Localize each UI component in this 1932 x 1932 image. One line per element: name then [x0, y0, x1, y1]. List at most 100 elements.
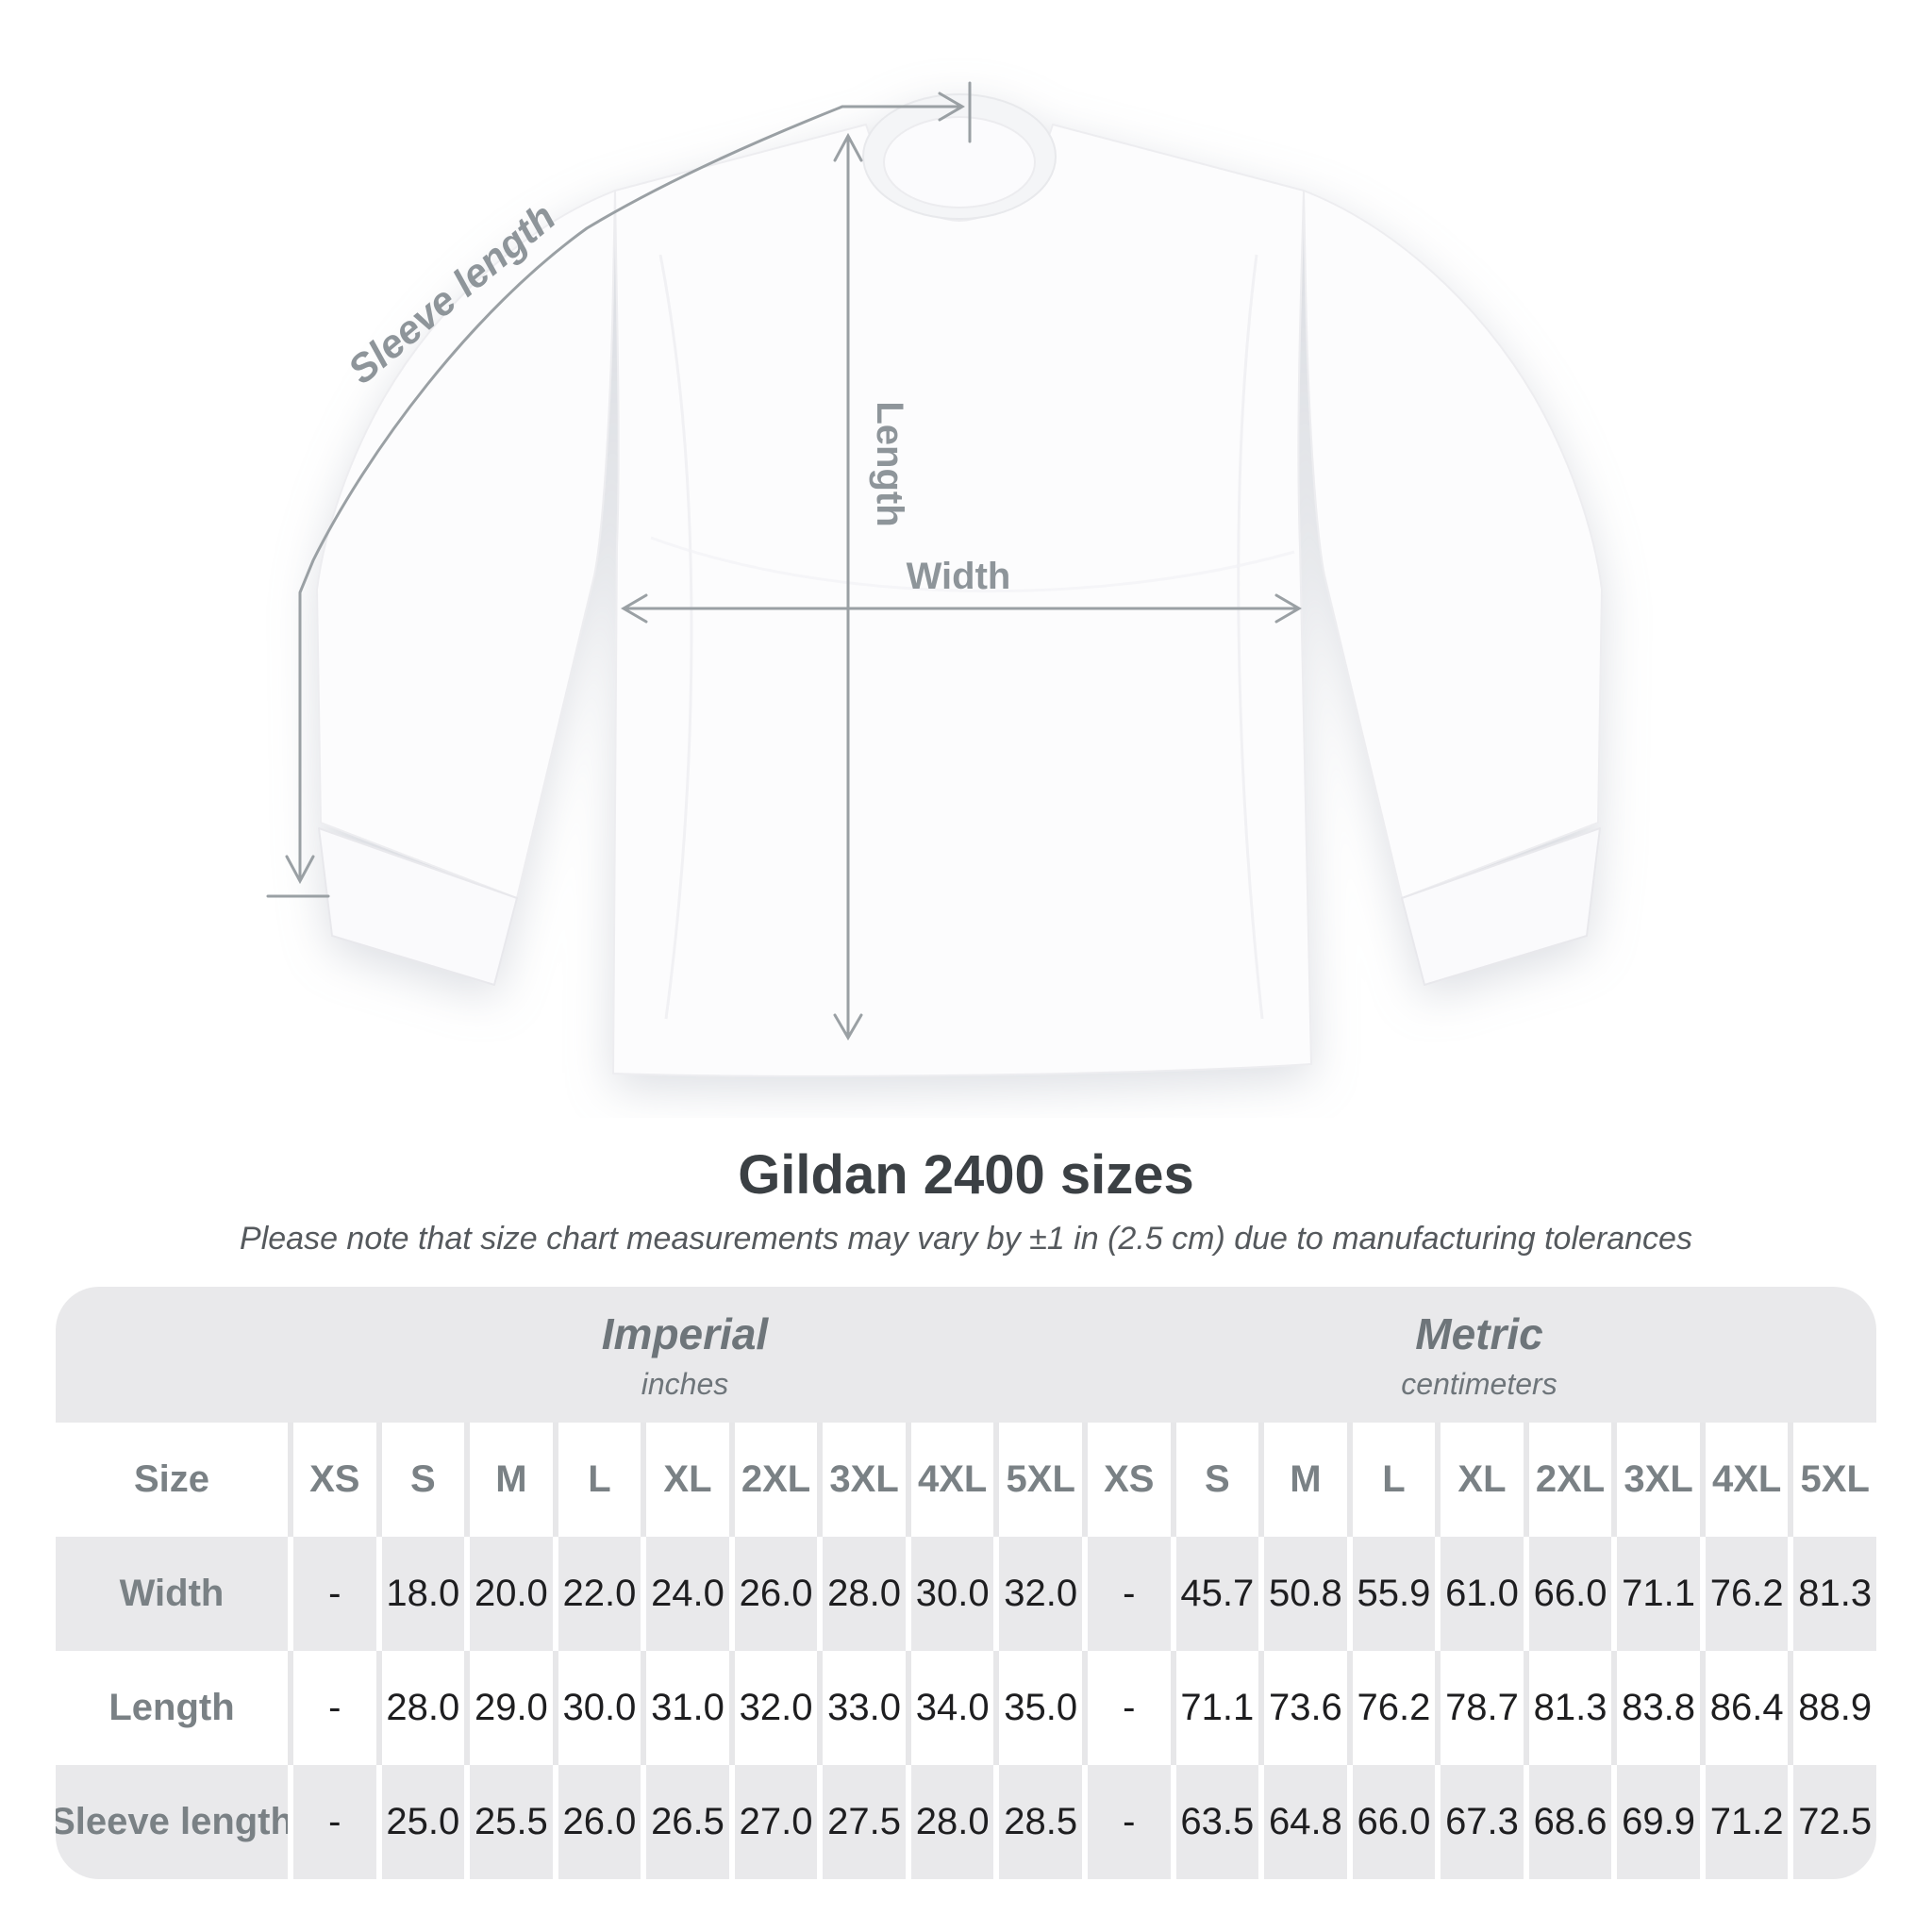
measurement-annotations	[266, 81, 1302, 1041]
imperial-sublabel: inches	[641, 1366, 729, 1401]
arrowhead-right-icon	[1274, 593, 1302, 624]
size-column-header: 3XL	[817, 1423, 906, 1537]
size-column-header: 5XL	[1788, 1423, 1876, 1537]
size-column-header: M	[464, 1423, 553, 1537]
measurement-cell: -	[288, 1537, 376, 1651]
measurement-cell: 88.9	[1788, 1651, 1876, 1765]
measurement-cell: 50.8	[1258, 1537, 1347, 1651]
arrowhead-right-icon	[938, 92, 965, 122]
shirt-measurement-diagram: Sleeve length Length Width	[266, 81, 1603, 1077]
size-column-header: 3XL	[1611, 1423, 1700, 1537]
sleeve-length-line-diagonal	[298, 105, 844, 879]
metric-sublabel: centimeters	[1401, 1366, 1557, 1401]
measurement-cell: 31.0	[641, 1651, 729, 1765]
measurement-cell: 33.0	[817, 1651, 906, 1765]
measurement-cell: -	[288, 1765, 376, 1879]
measurement-cell: 78.7	[1435, 1651, 1524, 1765]
measurement-cell: 28.5	[993, 1765, 1082, 1879]
measurement-cell: 55.9	[1346, 1537, 1436, 1651]
size-column-header: 4XL	[1699, 1423, 1789, 1537]
measurement-cell: 81.3	[1788, 1537, 1876, 1651]
measurement-cell: 26.0	[728, 1537, 818, 1651]
measurement-cell: 72.5	[1788, 1765, 1876, 1879]
measurement-cell: 26.5	[641, 1765, 729, 1879]
measurement-cell: 83.8	[1611, 1651, 1700, 1765]
measurement-cell: 73.6	[1258, 1651, 1347, 1765]
measurement-cell: -	[1082, 1765, 1171, 1879]
size-column-header: XS	[288, 1423, 376, 1537]
shirt-crease	[1237, 254, 1264, 1020]
measurement-cell: 86.4	[1699, 1651, 1789, 1765]
measurement-cell: 32.0	[728, 1651, 818, 1765]
imperial-group-header: Imperial inches	[288, 1287, 1082, 1423]
size-column-header: XS	[1082, 1423, 1171, 1537]
shirt-crease	[650, 536, 1295, 592]
size-column-header: 5XL	[993, 1423, 1082, 1537]
measurement-row-label: Length	[108, 1687, 235, 1728]
metric-group-header: Metric centimeters	[1082, 1287, 1876, 1423]
size-column-header: S	[375, 1423, 465, 1537]
measurement-cell: 68.6	[1523, 1765, 1612, 1879]
measurement-cell: 71.1	[1170, 1651, 1259, 1765]
measurement-cell: 81.3	[1523, 1651, 1612, 1765]
band-corner-spacer	[56, 1287, 288, 1423]
shirt-right-sleeve	[1303, 190, 1603, 899]
arrowhead-down-icon	[833, 1013, 863, 1041]
measurement-cell: 66.0	[1523, 1537, 1612, 1651]
measurement-cell: 28.0	[817, 1537, 906, 1651]
measurement-cell: 71.1	[1611, 1537, 1700, 1651]
shirt-collar-inner	[883, 116, 1036, 208]
measurement-row: Length -28.0 29.0 30.0 31.0 32.0 33.0 34.0 35.0-…	[56, 1651, 1876, 1765]
arrowhead-up-icon	[833, 132, 863, 162]
measurement-cell: 76.2	[1346, 1651, 1436, 1765]
measurement-cell: 30.0	[552, 1651, 641, 1765]
measurement-cell: 27.0	[728, 1765, 818, 1879]
measurement-cell: 66.0	[1346, 1765, 1436, 1879]
measurement-cell: 30.0	[905, 1537, 994, 1651]
size-column-header: L	[552, 1423, 641, 1537]
measurement-cell: 35.0	[993, 1651, 1082, 1765]
size-column-header: 4XL	[905, 1423, 994, 1537]
size-column-header: L	[1346, 1423, 1436, 1537]
measurement-cell: 29.0	[464, 1651, 553, 1765]
measurement-row-label: Width	[119, 1573, 225, 1614]
measurement-cell: 26.0	[552, 1765, 641, 1879]
measurement-cell: 32.0	[993, 1537, 1082, 1651]
measurement-cell: 45.7	[1170, 1537, 1259, 1651]
shirt-crease	[658, 254, 693, 1020]
measurement-cell: 24.0	[641, 1537, 729, 1651]
size-column-header: M	[1258, 1423, 1347, 1537]
shirt-left-cuff	[318, 827, 518, 986]
size-corner-header: Size	[133, 1458, 210, 1500]
arrowhead-left-icon	[621, 593, 648, 624]
unit-band: Imperial inches Metric centimeters	[56, 1287, 1876, 1423]
length-label: Length	[869, 401, 910, 526]
measurement-cell: 28.0	[375, 1651, 465, 1765]
shirt-body	[612, 124, 1312, 1077]
measurement-cell: 64.8	[1258, 1765, 1347, 1879]
measurement-row: Sleeve length -25.0 25.5 26.0 26.5 27.0 27.5 28…	[56, 1765, 1876, 1879]
measurement-cell: -	[288, 1651, 376, 1765]
shirt-left-sleeve	[316, 190, 616, 899]
measurement-cell: -	[1082, 1651, 1171, 1765]
measurement-cell: 63.5	[1170, 1765, 1259, 1879]
size-header-row: Size XS S M L XL 2XL 3XL 4XL 5XL XS S M L XL 2XL 3XL 4XL…	[56, 1423, 1876, 1537]
measurement-cell: 25.5	[464, 1765, 553, 1879]
measurement-cell: 61.0	[1435, 1537, 1524, 1651]
measurement-cell: 20.0	[464, 1537, 553, 1651]
measurement-row: Width -18.0 20.0 22.0 24.0 26.0 28.0 30.0 32.0-4…	[56, 1537, 1876, 1651]
measurement-cell: 25.0	[375, 1765, 465, 1879]
measurement-cell: 71.2	[1699, 1765, 1789, 1879]
measurement-cell: 27.5	[817, 1765, 906, 1879]
measurement-cell: 28.0	[905, 1765, 994, 1879]
metric-label: Metric	[1415, 1308, 1543, 1358]
long-sleeve-shirt	[316, 93, 1603, 1077]
size-column-header: XL	[1435, 1423, 1524, 1537]
measurement-cell: 34.0	[905, 1651, 994, 1765]
width-label: Width	[907, 556, 1011, 597]
measurement-cell: 18.0	[375, 1537, 465, 1651]
imperial-label: Imperial	[601, 1308, 769, 1358]
measurement-row-label: Sleeve length	[56, 1801, 288, 1842]
size-chart-table: Imperial inches Metric centimeters Size …	[56, 1287, 1876, 1879]
